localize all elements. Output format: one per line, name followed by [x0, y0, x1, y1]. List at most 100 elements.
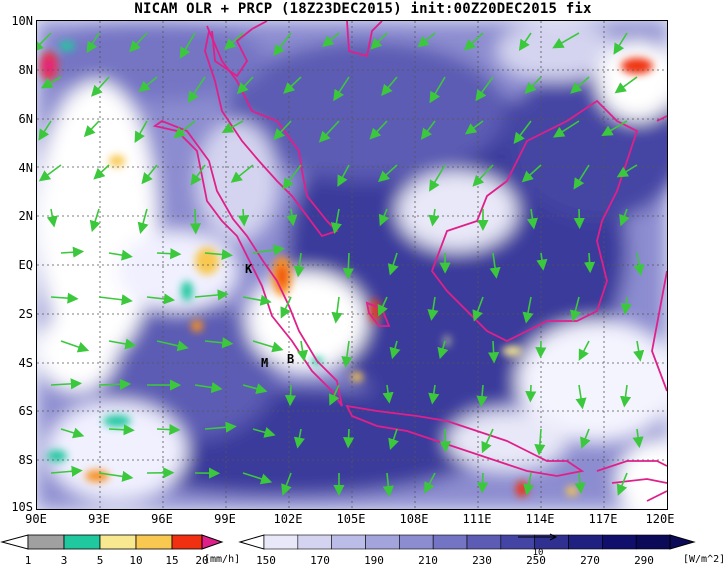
wind-arrow: [330, 208, 342, 235]
wind-arrow: [189, 208, 202, 235]
wind-arrow: [573, 164, 590, 190]
precip-legend-label: 20: [195, 554, 209, 567]
wind-arrow: [284, 384, 297, 407]
wind-arrow: [370, 32, 388, 50]
place-label-k: K: [245, 262, 253, 276]
thailand-coastline: [211, 21, 268, 78]
wind-arrow: [204, 248, 234, 261]
olr-legend-label: 190: [364, 554, 384, 567]
wind-arrow: [83, 120, 100, 138]
lat-label: 8N: [18, 63, 33, 77]
wind-arrow: [242, 472, 273, 485]
wind-arrow: [60, 427, 85, 439]
wind-arrow: [236, 76, 254, 95]
wind-arrow: [273, 120, 292, 141]
wind-arrow: [221, 120, 244, 133]
wind-arrow: [518, 32, 532, 52]
wind-arrow: [382, 384, 394, 404]
wind-arrow: [333, 76, 350, 102]
lat-label: 6S: [18, 404, 33, 418]
olr-legend-swatch: [466, 534, 502, 550]
wind-arrow: [98, 378, 132, 390]
wind-arrow: [382, 472, 394, 498]
lon-label: 90E: [25, 512, 47, 526]
wind-arrow: [343, 428, 355, 449]
wind-arrow: [146, 293, 176, 305]
wind-arrow: [574, 472, 586, 494]
precip-legend-label: 3: [60, 554, 68, 567]
wind-arrow: [341, 340, 353, 368]
wind-arrow: [252, 426, 276, 438]
map-panel: [36, 20, 668, 510]
olr-legend-swatch: [365, 534, 400, 550]
wind-arrow: [293, 428, 305, 449]
wind-arrow: [60, 246, 85, 258]
olr-legend-label: 250: [526, 554, 546, 567]
olr-legend-swatch: [263, 534, 299, 550]
precip-legend-label: 1: [24, 554, 32, 567]
precip-legend-bar: [0, 534, 224, 550]
wind-arrow: [230, 164, 254, 183]
wind-arrow: [318, 120, 340, 143]
lon-label: 96E: [151, 512, 173, 526]
wind-arrow: [280, 296, 292, 319]
lon-label: 114E: [525, 512, 555, 526]
wind-arrow: [429, 76, 446, 104]
wind-arrow: [98, 470, 134, 482]
wind-arrow: [525, 384, 537, 403]
wind-reference-label: 10: [532, 548, 544, 558]
java-coastline: [345, 404, 585, 477]
olr-legend-label: 210: [418, 554, 438, 567]
vietnam-coastline: [346, 21, 383, 58]
wind-arrow: [526, 208, 538, 230]
precip-legend-label: 10: [129, 554, 143, 567]
wind-arrow: [237, 208, 250, 227]
lon-label: 108E: [399, 512, 429, 526]
wind-arrow: [601, 120, 628, 137]
precip-legend-label: 15: [165, 554, 179, 567]
lat-label: 4N: [18, 161, 33, 175]
wind-arrow: [613, 32, 628, 55]
wind-arrow: [424, 472, 436, 494]
wind-arrow: [156, 423, 181, 436]
wind-arrow: [224, 32, 244, 50]
wind-arrow: [513, 120, 532, 145]
wind-arrow: [156, 340, 189, 352]
wind-arrow: [46, 208, 58, 228]
wind-arrow: [60, 340, 90, 353]
wind-arrow: [89, 208, 101, 233]
lon-label: 93E: [88, 512, 110, 526]
wind-arrow: [388, 428, 399, 450]
wind-arrow: [437, 340, 449, 360]
wind-arrow: [523, 472, 535, 496]
wind-arrow: [156, 248, 182, 260]
olr-legend-swatch: [297, 534, 332, 550]
wind-arrow: [387, 252, 399, 276]
wind-arrow: [389, 340, 401, 360]
sumatra-coastline: [152, 119, 343, 407]
wind-arrow: [536, 252, 548, 271]
precip-legend-label: 5: [96, 554, 104, 567]
wind-arrow: [286, 208, 298, 227]
wind-arrow: [377, 296, 388, 317]
wind-arrow: [489, 252, 501, 279]
wind-arrow: [322, 32, 340, 47]
wind-arrow: [381, 76, 398, 96]
olr-legend-swatch: [331, 534, 366, 550]
wind-arrow: [632, 428, 644, 449]
precip-field: [40, 41, 653, 497]
wind-arrow: [190, 164, 206, 186]
wind-arrow: [194, 381, 223, 394]
olr-legend-label: 230: [472, 554, 492, 567]
lat-label: 8S: [18, 453, 33, 467]
wind-arrow: [342, 252, 354, 280]
wind-reference-arrow: [518, 533, 558, 541]
wind-arrow: [50, 378, 83, 390]
wind-arrow: [129, 32, 148, 53]
olr-legend-swatch: [432, 534, 468, 550]
wind-arrow: [50, 465, 83, 477]
wind-arrow: [282, 164, 302, 190]
sulawesi-coastline: [651, 270, 667, 392]
lat-label: 6N: [18, 112, 33, 126]
wind-arrow: [108, 338, 137, 350]
